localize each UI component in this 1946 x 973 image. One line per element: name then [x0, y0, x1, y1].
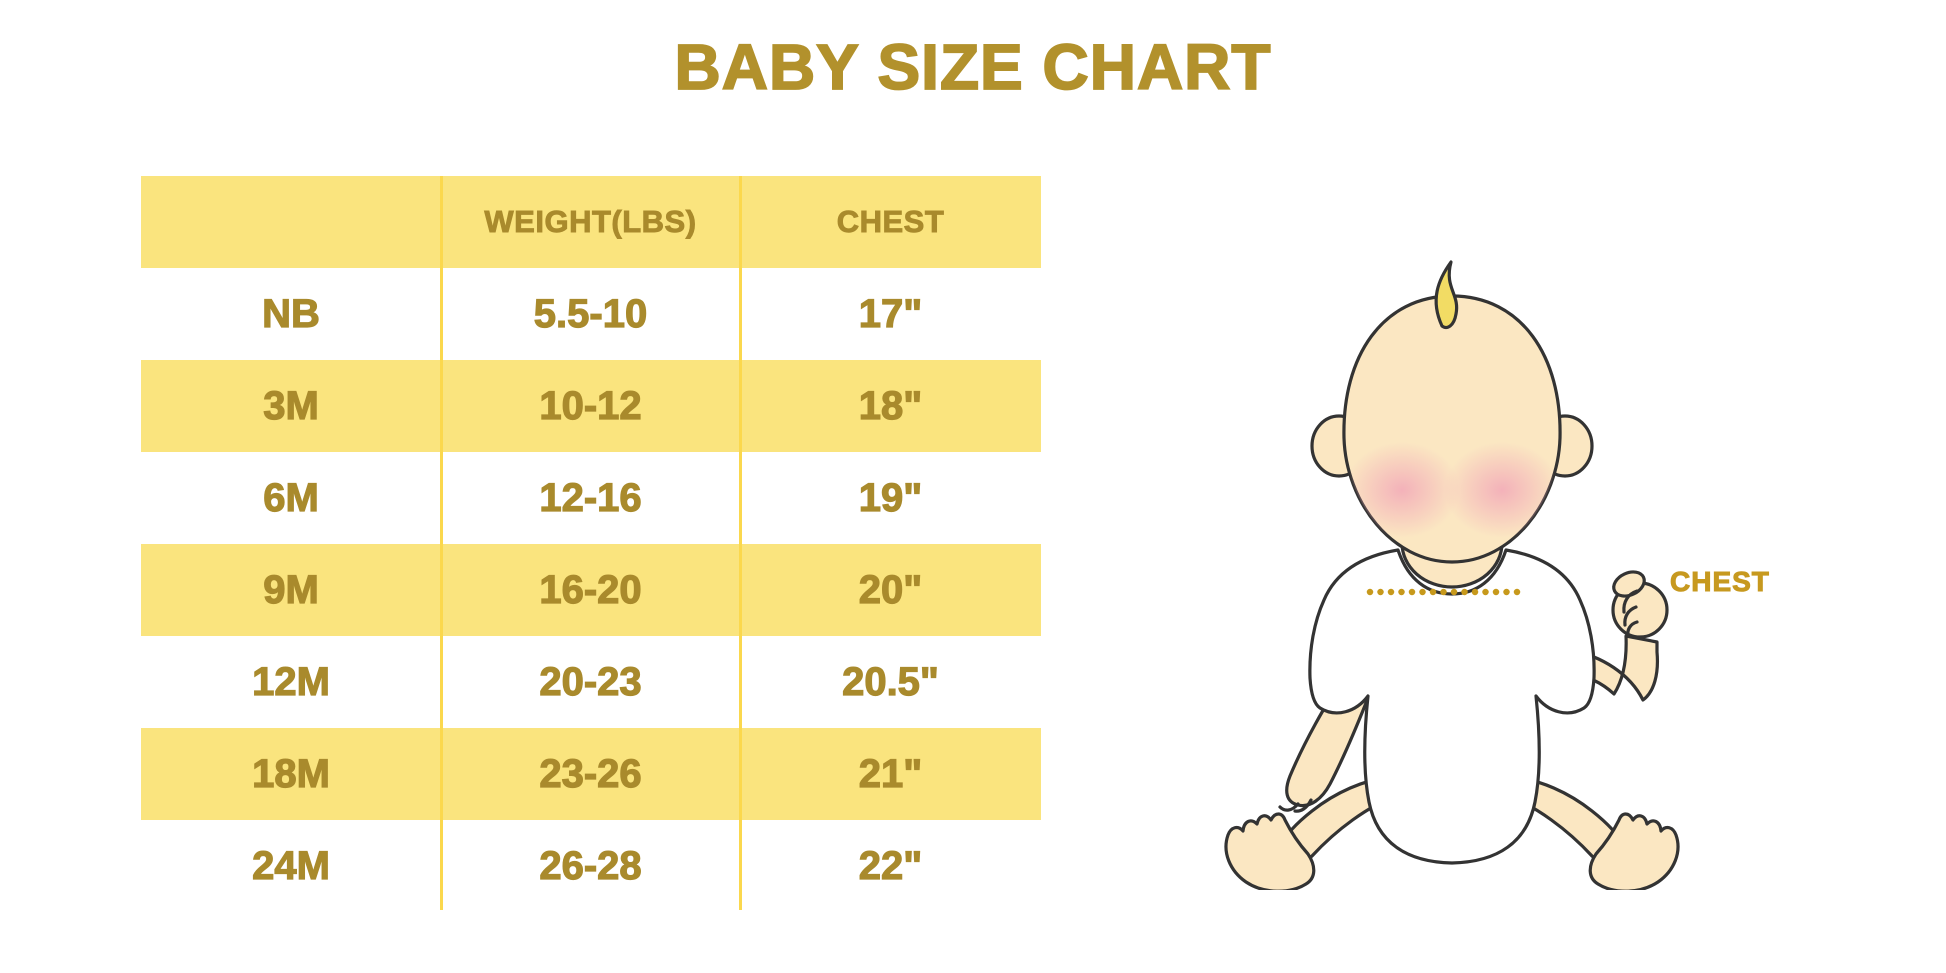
column-divider-line: [440, 176, 443, 910]
chest-cell: 22": [858, 843, 923, 888]
baby-icon: [1224, 260, 1680, 893]
table-header-row: WEIGHT(LBS) CHEST: [141, 176, 1041, 268]
chest-cell: 20": [858, 567, 923, 612]
weight-cell: 5.5-10: [533, 291, 648, 336]
column-divider-line: [739, 176, 742, 910]
size-cell: 24M: [251, 843, 330, 888]
size-cell: 3M: [263, 383, 320, 428]
chest-cell: 18": [858, 383, 923, 428]
table-row: 9M 16-20 20": [141, 544, 1041, 636]
chest-cell: 17": [858, 291, 923, 336]
chest-label: CHEST: [1670, 566, 1770, 598]
header-weight-cell: WEIGHT(LBS): [484, 204, 697, 240]
baby-onesie: [1308, 548, 1596, 865]
weight-cell: 16-20: [539, 567, 643, 612]
baby-illustration: [1140, 250, 1740, 893]
chest-cell: 21": [858, 751, 923, 796]
size-cell: 9M: [263, 567, 320, 612]
baby-right-foot: [1588, 812, 1680, 893]
size-chart-table: WEIGHT(LBS) CHEST NB 5.5-10 17" 3M 10-12…: [141, 176, 1041, 912]
table-row: 3M 10-12 18": [141, 360, 1041, 452]
weight-cell: 23-26: [539, 751, 643, 796]
table-row: NB 5.5-10 17": [141, 268, 1041, 360]
size-cell: 12M: [251, 659, 330, 704]
header-size-cell: [141, 176, 441, 268]
table-row: 12M 20-23 20.5": [141, 636, 1041, 728]
size-cell: 6M: [263, 475, 320, 520]
weight-cell: 10-12: [539, 383, 643, 428]
baby-hair-curl: [1434, 260, 1459, 330]
size-cell: 18M: [251, 751, 330, 796]
baby-right-arm: [1566, 570, 1669, 702]
table-row: 6M 12-16 19": [141, 452, 1041, 544]
chest-cell: 19": [858, 475, 923, 520]
table-row: 18M 23-26 21": [141, 728, 1041, 820]
size-cell: NB: [262, 291, 321, 336]
baby-left-foot: [1224, 812, 1316, 893]
page-title: BABY SIZE CHART: [674, 30, 1272, 104]
header-chest-cell: CHEST: [836, 204, 945, 240]
weight-cell: 20-23: [539, 659, 643, 704]
table-row: 24M 26-28 22": [141, 820, 1041, 912]
weight-cell: 26-28: [539, 843, 643, 888]
chest-cell: 20.5": [841, 659, 939, 704]
baby-blush-cheeks: [1344, 442, 1560, 538]
weight-cell: 12-16: [539, 475, 643, 520]
